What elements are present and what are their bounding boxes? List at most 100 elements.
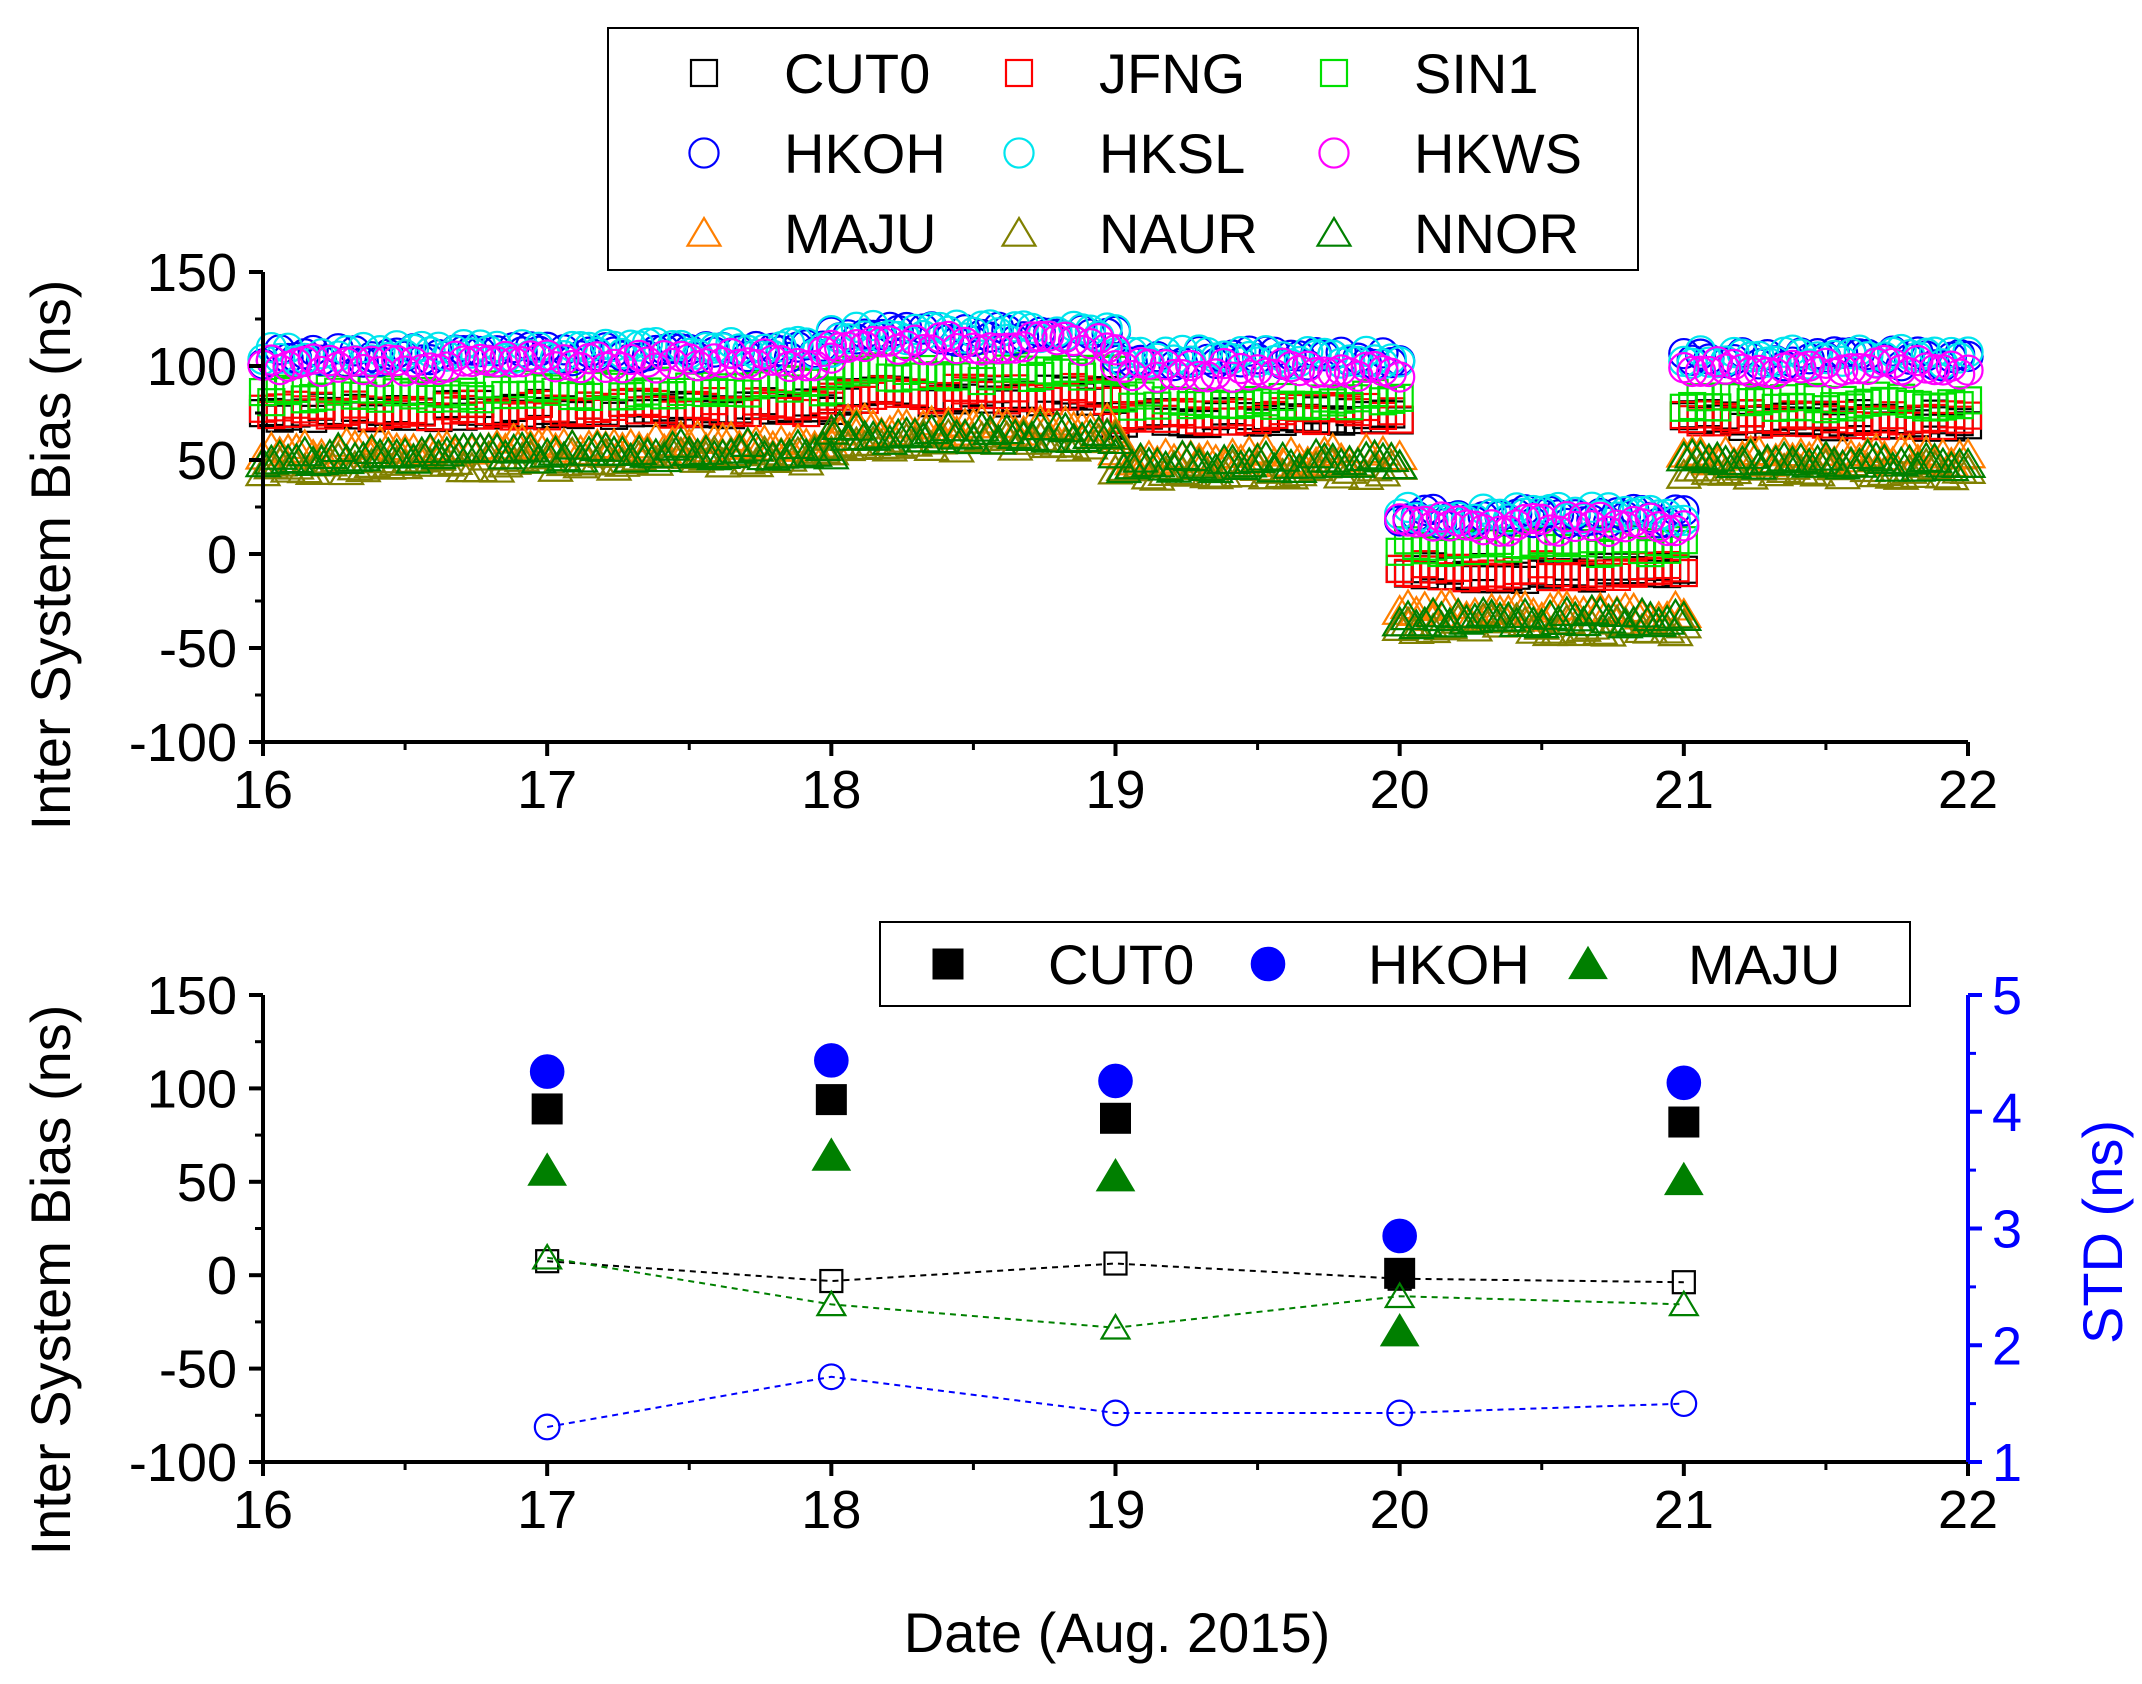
legend-label: NAUR: [1099, 202, 1258, 265]
series-point-hkws: [1066, 334, 1098, 367]
series-point-nnor: [1297, 437, 1335, 469]
series-point-hksl: [966, 310, 998, 342]
series-point-maju: [1389, 588, 1427, 620]
series-point-hkws: [1935, 350, 1967, 382]
top-y-axis-label: Inter System Bias (ns): [19, 280, 82, 831]
series-point-hksl: [573, 331, 605, 364]
x-tick-label: 16: [233, 1480, 293, 1540]
series-point-nnor: [1222, 449, 1260, 480]
y-tick-label: 0: [207, 525, 237, 585]
series-point-maju: [1046, 404, 1084, 436]
series-point-hkws: [431, 351, 463, 383]
series-point-nnor: [1774, 444, 1811, 476]
legend-marker: [1004, 58, 1034, 88]
series-point-nnor: [1473, 597, 1510, 629]
series-point-hkws: [322, 351, 354, 383]
bottom-data-marks: [527, 1043, 1704, 1441]
series-point-nnor: [1598, 596, 1636, 628]
series-point-nnor: [896, 417, 934, 448]
series-point-nnor: [261, 438, 299, 470]
series-point-hkws: [656, 347, 689, 380]
series-point-hkws: [1701, 346, 1733, 378]
series-point-sin1: [808, 378, 838, 407]
series-point-maju: [1381, 439, 1419, 471]
series-point-nnor: [1515, 605, 1552, 637]
series-point-hkws: [1216, 361, 1249, 393]
series-point-nnor: [1866, 443, 1903, 475]
y-tick-label: 50: [177, 1153, 237, 1213]
bottom-x-axis-label: Date (Aug. 2015): [904, 1601, 1330, 1664]
series-point-hkws: [1283, 354, 1316, 387]
y-tick-label: 0: [207, 1246, 237, 1306]
series-point-hksl: [715, 327, 747, 359]
series-point-cut0: [531, 1093, 563, 1125]
series-point-maju: [1740, 434, 1778, 466]
series-point-sin1: [1945, 391, 1974, 420]
legend-label: MAJU: [784, 202, 936, 265]
legend-marker: [1319, 58, 1349, 88]
series-point-hkws: [815, 342, 847, 374]
legend-marker: [1315, 215, 1353, 247]
legend-marker: [689, 58, 719, 88]
series-point-hkws: [539, 351, 572, 383]
series-point-nnor: [787, 437, 825, 469]
series-point-hkws: [740, 349, 772, 381]
series-point-hkws: [1166, 359, 1199, 391]
legend-label: HKWS: [1414, 122, 1582, 185]
series-point-hkoh: [814, 1043, 849, 1078]
series-point-maju: [904, 408, 942, 440]
series-point-nnor: [854, 419, 892, 451]
series-point-hkws: [1952, 354, 1984, 386]
series-point-nnor: [1506, 597, 1544, 628]
series-point-hkws: [1434, 510, 1466, 542]
series-point-nnor: [1932, 450, 1970, 482]
series-point-nnor: [520, 442, 558, 474]
series-point-nnor: [963, 410, 1001, 442]
series-point-hksl: [1141, 342, 1173, 375]
series-point-nnor: [913, 413, 951, 445]
series-point-hkws: [849, 330, 881, 363]
series-point-hkws: [1175, 349, 1207, 382]
series-point-hksl: [1099, 314, 1132, 346]
series-point-hkws: [1626, 508, 1658, 540]
series-point-hkws: [1425, 501, 1458, 533]
x-tick-label: 19: [1085, 1480, 1145, 1540]
series-point-nnor: [637, 437, 675, 469]
series-point-maju: [687, 431, 725, 463]
series-point-nnor: [737, 430, 775, 462]
legend-marker: [1003, 137, 1035, 169]
series-point-hkoh-std: [533, 1413, 561, 1441]
series-point-hkws: [941, 332, 973, 365]
series-point-nnor: [1874, 450, 1912, 482]
series-point-hkws: [1258, 358, 1290, 391]
series-point-hksl: [1350, 335, 1382, 368]
series-point-sin1: [817, 376, 846, 405]
series-point-hkws: [447, 345, 480, 377]
series-point-hkws: [1108, 351, 1140, 383]
series-point-nnor: [1732, 438, 1770, 469]
y-tick-label: -50: [159, 1340, 237, 1400]
series-point-hksl: [1191, 336, 1224, 369]
series-point-nnor: [1623, 596, 1661, 628]
series-point-hksl: [1459, 503, 1491, 535]
series-point-maju: [938, 414, 976, 446]
series-point-hkws: [506, 346, 538, 378]
series-point-nnor: [512, 431, 549, 463]
series-point-nnor: [328, 443, 365, 475]
series-point-naur: [1657, 615, 1694, 647]
top-panel: 16 17 18 19 20 21 22 -100 -50 0 50 100 150 CUT0 JFNG S…: [19, 27, 1998, 831]
series-point-nnor: [1540, 604, 1577, 636]
series-point-hkws: [1225, 352, 1257, 385]
series-point-hkws: [1074, 328, 1107, 360]
series-point-maju-std: [815, 1289, 848, 1317]
series-point-nnor: [1046, 411, 1084, 443]
series-point-nnor: [1857, 440, 1895, 472]
series-point-nnor: [1189, 450, 1226, 482]
series-point-nnor: [620, 434, 658, 466]
series-point-sin1: [1669, 526, 1698, 555]
series-point-hkws: [473, 345, 505, 377]
series-point-nnor: [1163, 439, 1201, 471]
series-point-nnor: [1665, 600, 1703, 631]
series-point-hkws: [489, 340, 522, 373]
y-tick-label: -100: [129, 1433, 237, 1493]
